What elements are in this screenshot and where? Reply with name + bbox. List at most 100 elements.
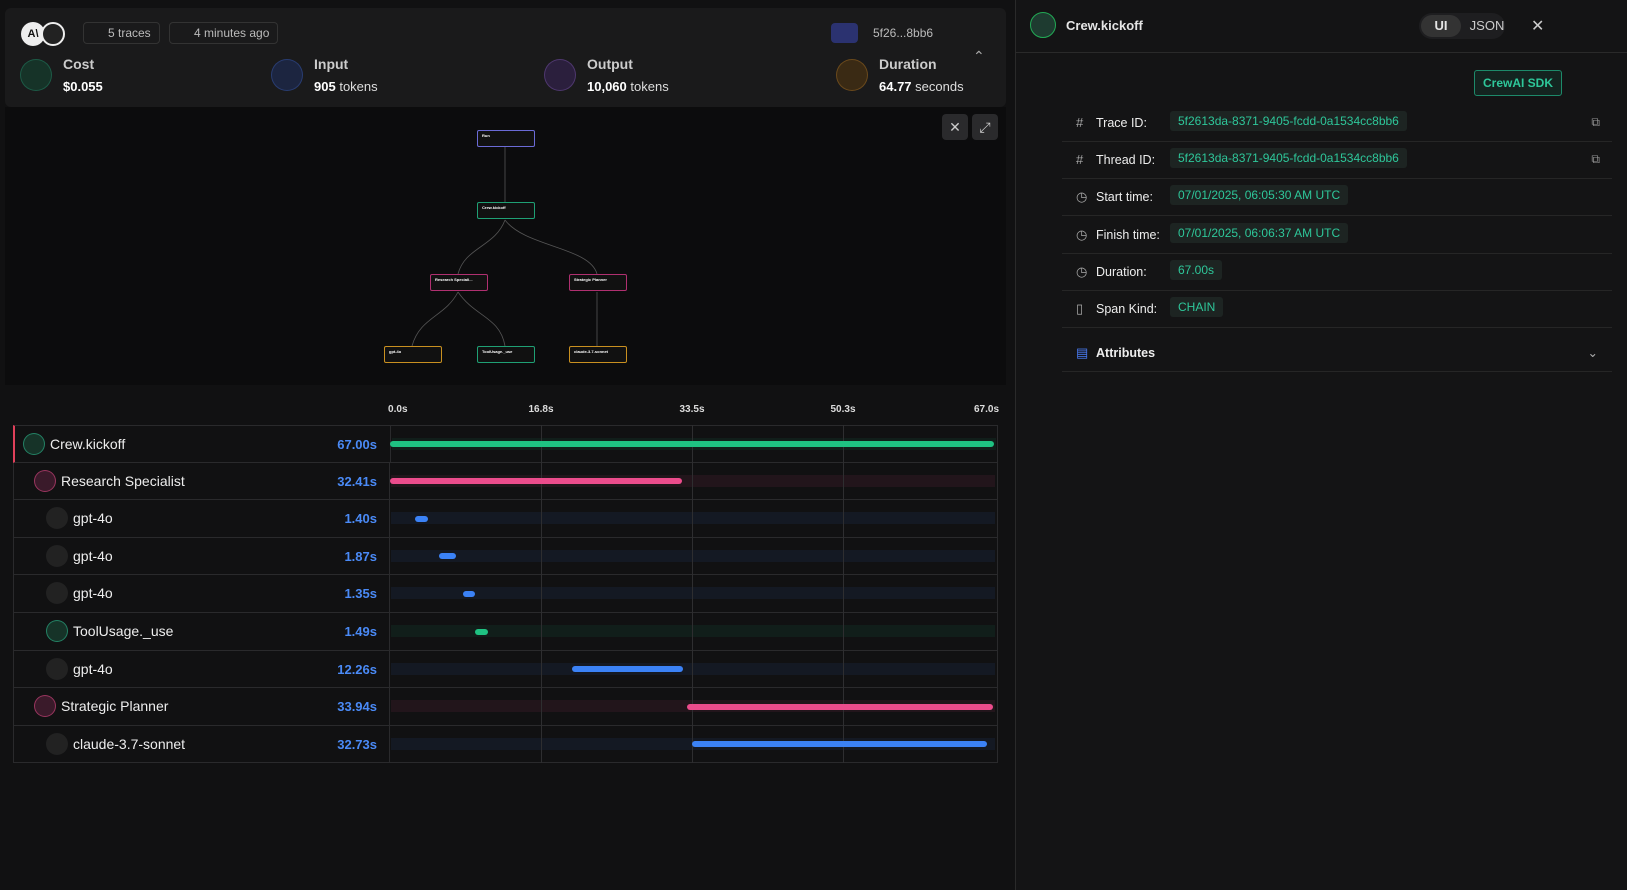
provider-logos: A\ xyxy=(21,22,69,48)
graph-node[interactable]: claude-3.7-sonnet xyxy=(569,346,627,363)
span-icon xyxy=(46,545,68,567)
metric-unit: tokens xyxy=(630,79,668,94)
detail-label: Start time: xyxy=(1096,190,1153,204)
graph-node[interactable]: Strategic Planner xyxy=(569,274,627,291)
detail-row: ◷ Duration: 67.00s xyxy=(1062,254,1612,291)
graph-node[interactable]: Run xyxy=(477,130,535,147)
span-name: gpt-4o xyxy=(73,510,113,526)
tabs: UI JSON xyxy=(1419,13,1505,39)
span-name: gpt-4o xyxy=(73,661,113,677)
span-bar xyxy=(475,629,488,635)
divider xyxy=(389,726,390,763)
metric-icon xyxy=(544,59,576,91)
trace-id-short[interactable]: 5f26...8bb6 xyxy=(873,26,933,40)
span-name: gpt-4o xyxy=(73,585,113,601)
span-bar xyxy=(390,478,682,484)
tab[interactable]: JSON xyxy=(1465,15,1509,37)
detail-icon: # xyxy=(1076,152,1083,167)
close-panel[interactable]: ✕ xyxy=(1531,16,1544,36)
sdk-badge: CrewAI SDK xyxy=(1474,70,1562,96)
grid-line xyxy=(843,425,844,763)
span-bar xyxy=(439,553,456,559)
graph-node[interactable]: gpt-4o xyxy=(384,346,442,363)
detail-row: ◷ Start time: 07/01/2025, 06:05:30 AM UTC xyxy=(1062,179,1612,216)
span-duration: 32.73s xyxy=(337,737,377,752)
span-track xyxy=(391,550,995,562)
metric-number: 64.77 xyxy=(879,79,912,94)
span-icon xyxy=(46,620,68,642)
tab[interactable]: UI xyxy=(1421,15,1461,37)
span-bar xyxy=(390,441,994,447)
close-graph[interactable]: ✕ xyxy=(942,114,968,140)
summary-header: A\ 5 traces 4 minutes ago 5f26...8bb6 ⌃ … xyxy=(5,8,1006,107)
span-row[interactable]: gpt-4o1.87s xyxy=(13,538,998,576)
detail-label: Trace ID: xyxy=(1096,116,1147,130)
metric-icon xyxy=(20,59,52,91)
detail-icon: ◷ xyxy=(1076,264,1087,280)
expand-graph[interactable]: ⤢ xyxy=(972,114,998,140)
attributes-icon: ▤ xyxy=(1076,345,1088,361)
span-bar xyxy=(687,704,993,710)
span-icon xyxy=(46,507,68,529)
divider xyxy=(389,500,390,537)
span-icon xyxy=(46,658,68,680)
tick-label: 67.0s xyxy=(974,404,999,415)
span-icon xyxy=(46,733,68,755)
detail-value: 07/01/2025, 06:06:37 AM UTC xyxy=(1170,223,1348,243)
metric-value: 10,060 tokens xyxy=(587,79,669,94)
metric-icon xyxy=(836,59,868,91)
tick-label: 16.8s xyxy=(528,404,553,415)
edge xyxy=(412,292,458,346)
metric-label: Input xyxy=(314,56,348,72)
copy-button[interactable]: ⧉ xyxy=(1591,115,1600,130)
span-duration: 1.35s xyxy=(344,586,377,601)
detail-value: 67.00s xyxy=(1170,260,1222,280)
divider xyxy=(389,613,390,650)
span-bar xyxy=(692,741,987,747)
span-duration: 12.26s xyxy=(337,662,377,677)
span-duration: 1.40s xyxy=(344,511,377,526)
metric-number: $0.055 xyxy=(63,79,103,94)
detail-label: Span Kind: xyxy=(1096,302,1157,316)
attributes-row[interactable]: ▤ Attributes ⌄ xyxy=(1062,335,1612,372)
span-name: Strategic Planner xyxy=(61,698,168,714)
metric-unit: tokens xyxy=(339,79,377,94)
span-track xyxy=(391,512,995,524)
span-row[interactable]: gpt-4o 1.35s xyxy=(13,575,998,613)
span-row[interactable]: gpt-4o 1.40s xyxy=(13,500,998,538)
span-name: Research Specialist xyxy=(61,473,185,489)
divider xyxy=(389,688,390,725)
edge xyxy=(458,220,505,274)
span-icon xyxy=(23,433,45,455)
metric-label: Output xyxy=(587,56,633,72)
detail-row: ▯Span Kind:CHAIN xyxy=(1062,291,1612,328)
detail-icon: # xyxy=(1076,115,1083,130)
detail-value: 07/01/2025, 06:05:30 AM UTC xyxy=(1170,185,1348,205)
attributes-label: Attributes xyxy=(1096,346,1155,360)
span-duration: 1.49s xyxy=(344,624,377,639)
span-row[interactable]: ToolUsage._use 1.49s xyxy=(13,613,998,651)
traces-count: 5 traces xyxy=(108,26,151,40)
tick-label: 33.5s xyxy=(679,404,704,415)
metric-label: Duration xyxy=(879,56,937,72)
detail-icon: ◷ xyxy=(1076,227,1087,243)
span-icon xyxy=(34,695,56,717)
span-name: ToolUsage._use xyxy=(73,623,173,639)
graph-node[interactable]: ToolUsage._use xyxy=(477,346,535,363)
trace-graph: Run Crew.kickoff Research Speciali... Strat… xyxy=(5,107,1006,385)
metric-label: Cost xyxy=(63,56,94,72)
detail-icon: ◷ xyxy=(1076,189,1087,205)
span-duration: 1.87s xyxy=(344,549,377,564)
graph-node[interactable]: Research Speciali... xyxy=(430,274,488,291)
metric-number: 10,060 xyxy=(587,79,627,94)
collapse-button[interactable]: ⌃ xyxy=(973,48,985,65)
graph-node[interactable]: Crew.kickoff xyxy=(477,202,535,219)
time-ago: 4 minutes ago xyxy=(194,26,269,40)
grid-line xyxy=(541,425,542,763)
copy-button[interactable]: ⧉ xyxy=(1591,152,1600,167)
graph-toggle[interactable] xyxy=(831,23,858,43)
detail-label: Duration: xyxy=(1096,265,1147,279)
span-bar xyxy=(463,591,475,597)
span-row[interactable]: gpt-4o 12.26s xyxy=(13,651,998,689)
